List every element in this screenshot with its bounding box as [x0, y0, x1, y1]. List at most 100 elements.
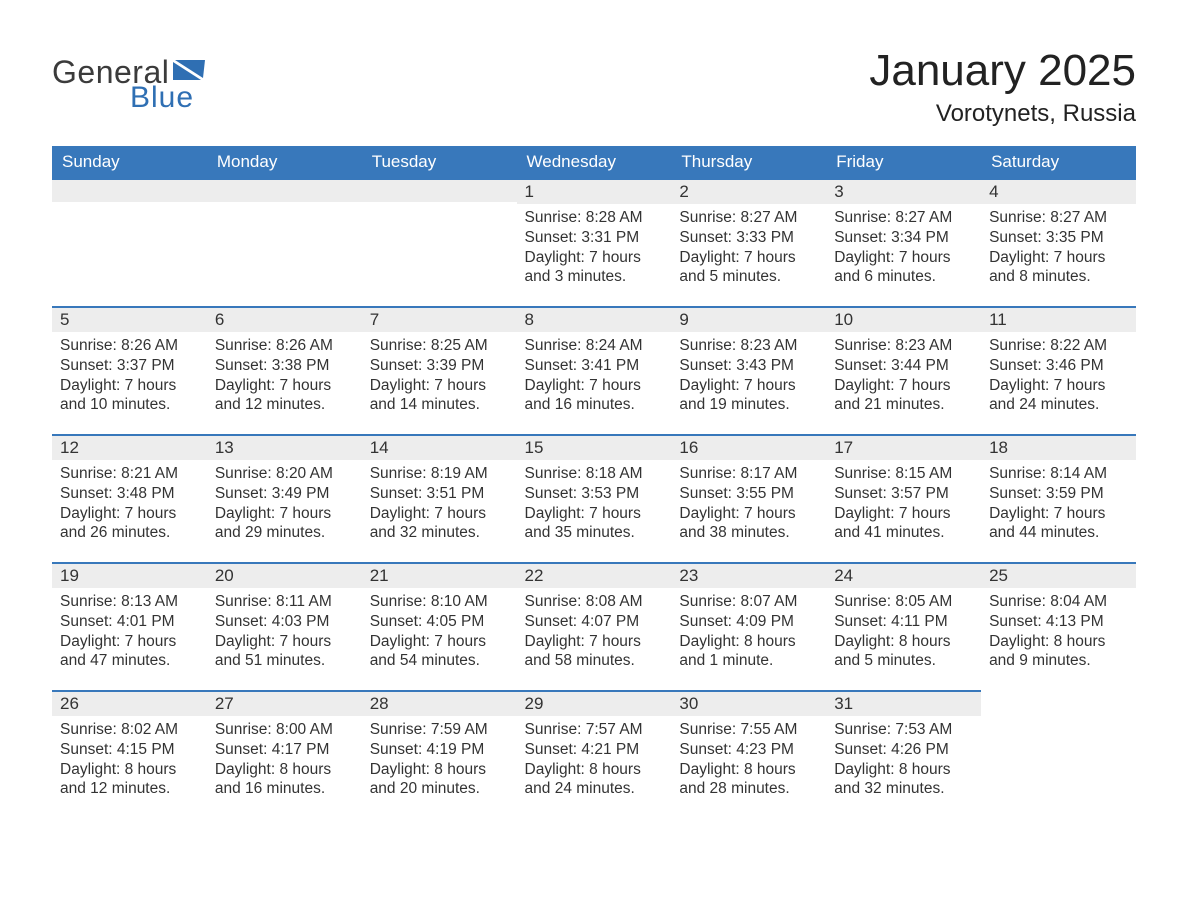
daylight-line: Daylight: 8 hours and 16 minutes.: [215, 760, 354, 800]
sunrise-line: Sunrise: 8:24 AM: [525, 336, 664, 356]
sunrise-line: Sunrise: 8:11 AM: [215, 592, 354, 612]
day-body: Sunrise: 7:57 AMSunset: 4:21 PMDaylight:…: [517, 716, 672, 803]
day-body: Sunrise: 8:23 AMSunset: 3:43 PMDaylight:…: [671, 332, 826, 419]
day-number: 28: [362, 690, 517, 716]
weekday-header: Wednesday: [517, 146, 672, 178]
sunset-line: Sunset: 4:07 PM: [525, 612, 664, 632]
sunrise-line: Sunrise: 8:23 AM: [679, 336, 818, 356]
daylight-line: Daylight: 7 hours and 16 minutes.: [525, 376, 664, 416]
sunrise-line: Sunrise: 8:00 AM: [215, 720, 354, 740]
calendar-cell: [362, 178, 517, 306]
empty-day-bar: [52, 178, 207, 202]
sunset-line: Sunset: 3:51 PM: [370, 484, 509, 504]
daylight-line: Daylight: 8 hours and 24 minutes.: [525, 760, 664, 800]
calendar-row: 12Sunrise: 8:21 AMSunset: 3:48 PMDayligh…: [52, 434, 1136, 562]
day-body: Sunrise: 8:24 AMSunset: 3:41 PMDaylight:…: [517, 332, 672, 419]
sunset-line: Sunset: 4:21 PM: [525, 740, 664, 760]
day-number: 18: [981, 434, 1136, 460]
day-body: Sunrise: 8:14 AMSunset: 3:59 PMDaylight:…: [981, 460, 1136, 547]
weekday-header: Friday: [826, 146, 981, 178]
calendar-cell: 12Sunrise: 8:21 AMSunset: 3:48 PMDayligh…: [52, 434, 207, 562]
day-number: 9: [671, 306, 826, 332]
calendar-table: SundayMondayTuesdayWednesdayThursdayFrid…: [52, 146, 1136, 818]
sunrise-line: Sunrise: 7:57 AM: [525, 720, 664, 740]
calendar-cell: 17Sunrise: 8:15 AMSunset: 3:57 PMDayligh…: [826, 434, 981, 562]
calendar-cell: 23Sunrise: 8:07 AMSunset: 4:09 PMDayligh…: [671, 562, 826, 690]
day-body: Sunrise: 8:25 AMSunset: 3:39 PMDaylight:…: [362, 332, 517, 419]
sunrise-line: Sunrise: 8:13 AM: [60, 592, 199, 612]
daylight-line: Daylight: 7 hours and 14 minutes.: [370, 376, 509, 416]
sunset-line: Sunset: 3:33 PM: [679, 228, 818, 248]
day-body: Sunrise: 8:28 AMSunset: 3:31 PMDaylight:…: [517, 204, 672, 291]
day-number: 13: [207, 434, 362, 460]
calendar-cell: [981, 690, 1136, 818]
weekday-header: Sunday: [52, 146, 207, 178]
calendar-cell: 18Sunrise: 8:14 AMSunset: 3:59 PMDayligh…: [981, 434, 1136, 562]
day-number: 17: [826, 434, 981, 460]
day-body: Sunrise: 8:00 AMSunset: 4:17 PMDaylight:…: [207, 716, 362, 803]
daylight-line: Daylight: 8 hours and 1 minute.: [679, 632, 818, 672]
day-body: Sunrise: 8:05 AMSunset: 4:11 PMDaylight:…: [826, 588, 981, 675]
sunrise-line: Sunrise: 8:04 AM: [989, 592, 1128, 612]
sunrise-line: Sunrise: 8:18 AM: [525, 464, 664, 484]
daylight-line: Daylight: 7 hours and 35 minutes.: [525, 504, 664, 544]
calendar-row: 5Sunrise: 8:26 AMSunset: 3:37 PMDaylight…: [52, 306, 1136, 434]
calendar-cell: 30Sunrise: 7:55 AMSunset: 4:23 PMDayligh…: [671, 690, 826, 818]
sunrise-line: Sunrise: 8:20 AM: [215, 464, 354, 484]
sunrise-line: Sunrise: 7:59 AM: [370, 720, 509, 740]
daylight-line: Daylight: 8 hours and 20 minutes.: [370, 760, 509, 800]
day-number: 16: [671, 434, 826, 460]
sunrise-line: Sunrise: 8:14 AM: [989, 464, 1128, 484]
sunrise-line: Sunrise: 8:26 AM: [215, 336, 354, 356]
calendar-cell: 10Sunrise: 8:23 AMSunset: 3:44 PMDayligh…: [826, 306, 981, 434]
sunset-line: Sunset: 3:48 PM: [60, 484, 199, 504]
day-number: 19: [52, 562, 207, 588]
calendar-cell: 3Sunrise: 8:27 AMSunset: 3:34 PMDaylight…: [826, 178, 981, 306]
daylight-line: Daylight: 7 hours and 58 minutes.: [525, 632, 664, 672]
day-body: Sunrise: 8:19 AMSunset: 3:51 PMDaylight:…: [362, 460, 517, 547]
daylight-line: Daylight: 8 hours and 32 minutes.: [834, 760, 973, 800]
location-label: Vorotynets, Russia: [869, 100, 1136, 128]
calendar-cell: 31Sunrise: 7:53 AMSunset: 4:26 PMDayligh…: [826, 690, 981, 818]
daylight-line: Daylight: 7 hours and 51 minutes.: [215, 632, 354, 672]
daylight-line: Daylight: 7 hours and 19 minutes.: [679, 376, 818, 416]
day-number: 29: [517, 690, 672, 716]
day-number: 27: [207, 690, 362, 716]
calendar-cell: 28 Sunrise: 7:59 AMSunset: 4:19 PMDayligh…: [362, 690, 517, 818]
calendar-row: 1Sunrise: 8:28 AMSunset: 3:31 PMDaylight…: [52, 178, 1136, 306]
sunset-line: Sunset: 4:17 PM: [215, 740, 354, 760]
logo: General Blue: [52, 54, 213, 115]
calendar-cell: 27Sunrise: 8:00 AMSunset: 4:17 PMDayligh…: [207, 690, 362, 818]
day-number: 7: [362, 306, 517, 332]
daylight-line: Daylight: 7 hours and 6 minutes.: [834, 248, 973, 288]
day-body: Sunrise: 8:11 AMSunset: 4:03 PMDaylight:…: [207, 588, 362, 675]
calendar-cell: [52, 178, 207, 306]
calendar-body: 1Sunrise: 8:28 AMSunset: 3:31 PMDaylight…: [52, 178, 1136, 818]
day-body: Sunrise: 8:04 AMSunset: 4:13 PMDaylight:…: [981, 588, 1136, 675]
sunset-line: Sunset: 3:46 PM: [989, 356, 1128, 376]
daylight-line: Daylight: 7 hours and 47 minutes.: [60, 632, 199, 672]
calendar-cell: 26Sunrise: 8:02 AMSunset: 4:15 PMDayligh…: [52, 690, 207, 818]
day-number: 14: [362, 434, 517, 460]
weekday-header: Monday: [207, 146, 362, 178]
sunset-line: Sunset: 4:13 PM: [989, 612, 1128, 632]
sunrise-line: Sunrise: 8:26 AM: [60, 336, 199, 356]
sunset-line: Sunset: 3:38 PM: [215, 356, 354, 376]
day-body: Sunrise: 7:53 AMSunset: 4:26 PMDaylight:…: [826, 716, 981, 803]
day-number: 6: [207, 306, 362, 332]
sunset-line: Sunset: 3:41 PM: [525, 356, 664, 376]
day-number: 2: [671, 178, 826, 204]
daylight-line: Daylight: 8 hours and 9 minutes.: [989, 632, 1128, 672]
day-body: Sunrise: 8:10 AMSunset: 4:05 PMDaylight:…: [362, 588, 517, 675]
daylight-line: Daylight: 7 hours and 32 minutes.: [370, 504, 509, 544]
calendar-cell: 29Sunrise: 7:57 AMSunset: 4:21 PMDayligh…: [517, 690, 672, 818]
daylight-line: Daylight: 7 hours and 24 minutes.: [989, 376, 1128, 416]
sunrise-line: Sunrise: 8:08 AM: [525, 592, 664, 612]
day-number: 8: [517, 306, 672, 332]
calendar-cell: 8Sunrise: 8:24 AMSunset: 3:41 PMDaylight…: [517, 306, 672, 434]
day-body: Sunrise: 8:23 AMSunset: 3:44 PMDaylight:…: [826, 332, 981, 419]
day-number: 11: [981, 306, 1136, 332]
sunset-line: Sunset: 4:19 PM: [370, 740, 509, 760]
daylight-line: Daylight: 7 hours and 12 minutes.: [215, 376, 354, 416]
weekday-header: Thursday: [671, 146, 826, 178]
